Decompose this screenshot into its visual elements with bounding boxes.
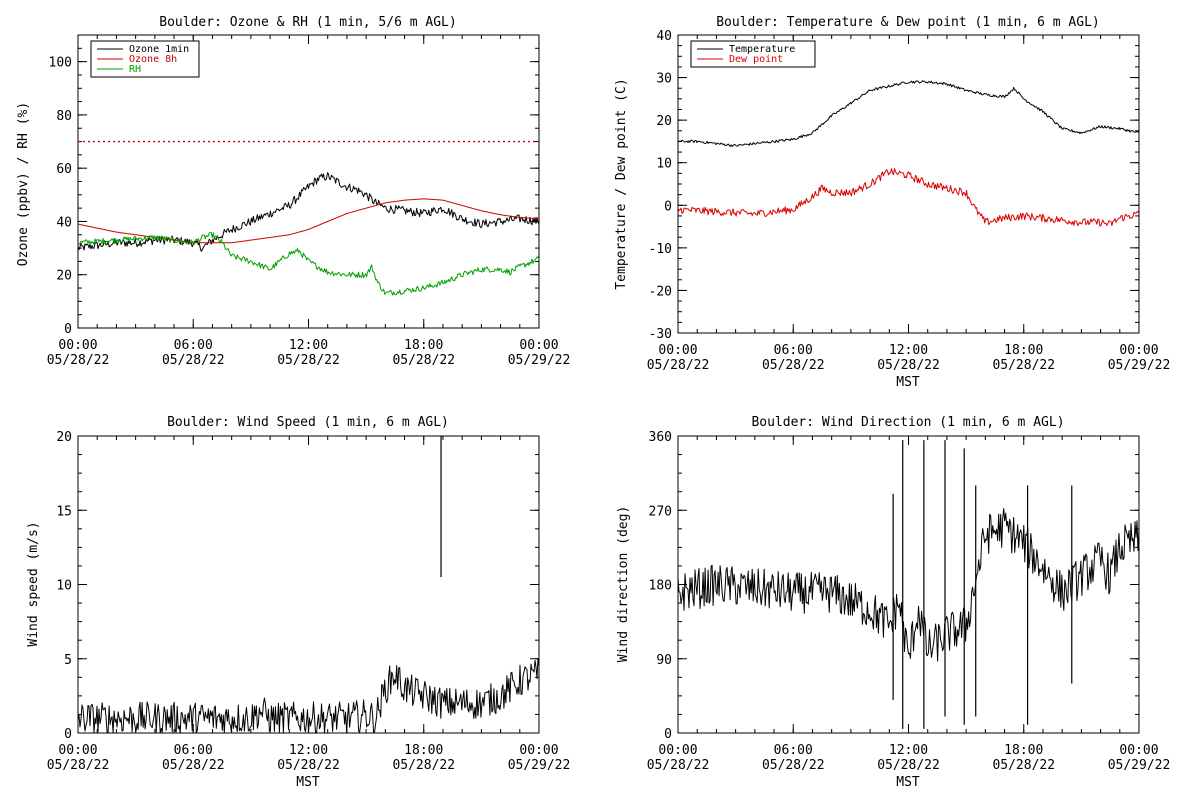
y-tick-label: 30 xyxy=(656,72,672,87)
x-axis-label: MST xyxy=(296,775,320,790)
y-tick-label: 5 xyxy=(64,653,72,668)
y-axis-label: Temperature / Dew point (C) xyxy=(614,78,629,289)
chart-title: Boulder: Wind Direction (1 min, 6 m AGL) xyxy=(751,415,1064,430)
chart-wind-direction: Boulder: Wind Direction (1 min, 6 m AGL)… xyxy=(616,415,1170,790)
x-tick-date-label: 05/28/22 xyxy=(47,758,110,773)
chart-temperature-dewpoint: Boulder: Temperature & Dew point (1 min,… xyxy=(614,15,1170,390)
x-tick-date-label: 05/28/22 xyxy=(162,353,225,368)
y-tick-label: 360 xyxy=(649,430,672,445)
legend-label: RH xyxy=(129,64,141,75)
series-line-ozone-8h xyxy=(77,198,540,244)
series-line-ozone-1min xyxy=(77,172,540,252)
chart-title: Boulder: Wind Speed (1 min, 6 m AGL) xyxy=(167,415,449,430)
x-tick-date-label: 05/28/22 xyxy=(762,758,825,773)
x-tick-time-label: 18:00 xyxy=(1004,743,1043,758)
chart-ozone-rh: Boulder: Ozone & RH (1 min, 5/6 m AGL) O… xyxy=(16,15,570,368)
x-tick-date-label: 05/28/22 xyxy=(647,358,710,373)
chart-title: Boulder: Temperature & Dew point (1 min,… xyxy=(716,15,1100,30)
y-axis-label: Wind speed (m/s) xyxy=(26,521,41,646)
plot-frame xyxy=(77,435,540,734)
x-axis-label: MST xyxy=(896,375,920,390)
x-tick-date-label: 05/29/22 xyxy=(1108,758,1171,773)
x-tick-date-label: 05/28/22 xyxy=(877,358,940,373)
x-tick-date-label: 05/28/22 xyxy=(877,758,940,773)
x-tick-time-label: 00:00 xyxy=(658,743,697,758)
x-tick-time-label: 00:00 xyxy=(58,743,97,758)
y-tick-label: 100 xyxy=(49,56,72,71)
x-tick-date-label: 05/28/22 xyxy=(392,353,455,368)
y-tick-label: 0 xyxy=(64,727,72,742)
y-tick-label: -10 xyxy=(649,242,672,257)
x-tick-time-label: 00:00 xyxy=(658,343,697,358)
y-tick-label: 180 xyxy=(649,579,672,594)
y-tick-label: -20 xyxy=(649,284,672,299)
x-axis-label: MST xyxy=(896,775,920,790)
y-tick-label: 90 xyxy=(656,653,672,668)
x-tick-date-label: 05/29/22 xyxy=(508,758,571,773)
x-tick-date-label: 05/28/22 xyxy=(277,353,340,368)
legend-box xyxy=(690,40,816,68)
x-tick-time-label: 06:00 xyxy=(774,343,813,358)
x-tick-date-label: 05/28/22 xyxy=(647,758,710,773)
y-tick-label: 80 xyxy=(56,109,72,124)
legend-label: Ozone 1min xyxy=(129,44,189,55)
x-tick-time-label: 00:00 xyxy=(519,743,558,758)
chart-wind-speed: Boulder: Wind Speed (1 min, 6 m AGL) Win… xyxy=(26,415,570,790)
x-tick-date-label: 05/28/22 xyxy=(992,758,1055,773)
y-tick-label: 40 xyxy=(656,29,672,44)
y-tick-label: 20 xyxy=(56,430,72,445)
x-tick-date-label: 05/28/22 xyxy=(762,358,825,373)
y-tick-label: -30 xyxy=(649,327,672,342)
series-line-data xyxy=(77,658,540,734)
x-tick-date-label: 05/28/22 xyxy=(277,758,340,773)
legend-label: Ozone 8h xyxy=(129,54,177,65)
plot-frame xyxy=(77,34,540,329)
series-line-rh xyxy=(77,232,540,296)
x-tick-date-label: 05/29/22 xyxy=(508,353,571,368)
series-line-temperature xyxy=(677,80,1140,148)
plot-frame xyxy=(677,34,1140,334)
y-tick-label: 0 xyxy=(664,199,672,214)
x-tick-date-label: 05/28/22 xyxy=(392,758,455,773)
y-tick-label: 40 xyxy=(56,215,72,230)
x-tick-time-label: 00:00 xyxy=(519,338,558,353)
y-tick-label: 0 xyxy=(64,322,72,337)
x-tick-time-label: 12:00 xyxy=(289,743,328,758)
y-tick-label: 60 xyxy=(56,162,72,177)
x-tick-time-label: 12:00 xyxy=(889,343,928,358)
x-tick-date-label: 05/28/22 xyxy=(162,758,225,773)
x-tick-time-label: 00:00 xyxy=(1119,743,1158,758)
x-tick-time-label: 12:00 xyxy=(289,338,328,353)
legend-label: Dew point xyxy=(729,54,783,65)
x-tick-date-label: 05/28/22 xyxy=(992,358,1055,373)
y-tick-label: 15 xyxy=(56,504,72,519)
x-tick-date-label: 05/29/22 xyxy=(1108,358,1171,373)
legend-label: Temperature xyxy=(729,44,795,55)
chart-title: Boulder: Ozone & RH (1 min, 5/6 m AGL) xyxy=(159,15,456,30)
x-tick-time-label: 00:00 xyxy=(58,338,97,353)
y-axis-label: Wind direction (deg) xyxy=(616,506,631,663)
y-tick-label: 270 xyxy=(649,504,672,519)
x-tick-date-label: 05/28/22 xyxy=(47,353,110,368)
x-tick-time-label: 06:00 xyxy=(774,743,813,758)
series-line-data xyxy=(677,508,1140,662)
x-tick-time-label: 12:00 xyxy=(889,743,928,758)
y-axis-label: Ozone (ppbv) / RH (%) xyxy=(16,102,31,266)
series-line-dew-point xyxy=(677,168,1140,227)
x-tick-time-label: 06:00 xyxy=(174,743,213,758)
x-tick-time-label: 00:00 xyxy=(1119,343,1158,358)
x-tick-time-label: 06:00 xyxy=(174,338,213,353)
y-tick-label: 10 xyxy=(56,579,72,594)
y-tick-label: 10 xyxy=(656,157,672,172)
x-tick-time-label: 18:00 xyxy=(1004,343,1043,358)
y-tick-label: 20 xyxy=(656,114,672,129)
x-tick-time-label: 18:00 xyxy=(404,338,443,353)
y-tick-label: 20 xyxy=(56,269,72,284)
x-tick-time-label: 18:00 xyxy=(404,743,443,758)
y-tick-label: 0 xyxy=(664,727,672,742)
